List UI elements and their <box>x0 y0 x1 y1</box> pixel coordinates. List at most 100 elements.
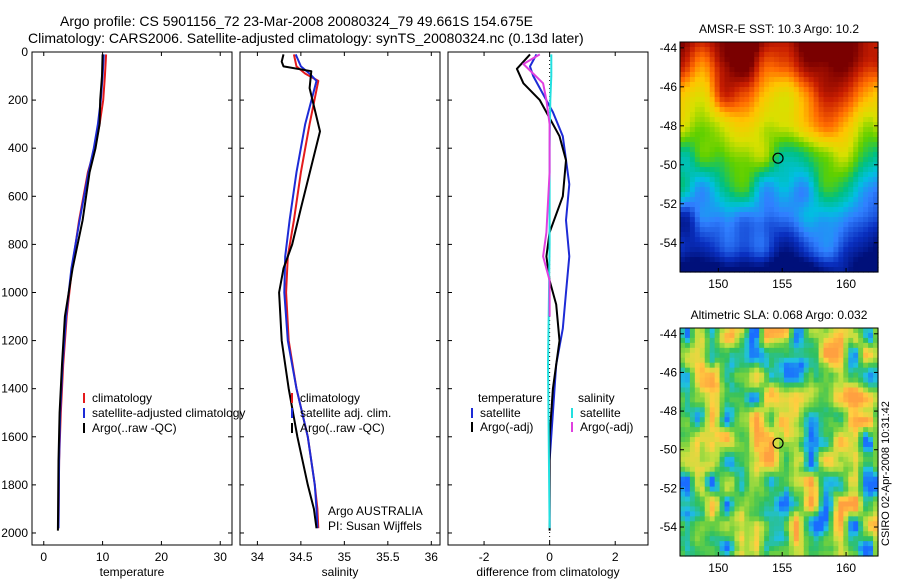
sst-heatmap-cell <box>759 177 765 183</box>
sst-heatmap-cell <box>853 262 859 268</box>
sst-heatmap-cell <box>689 97 696 103</box>
sla-heatmap-cell <box>759 481 765 488</box>
sst-heatmap-cell <box>823 117 830 123</box>
sla-heatmap-cell <box>779 476 785 483</box>
sst-heatmap-cell <box>828 197 835 203</box>
sst-heatmap-cell <box>873 72 879 78</box>
sst-heatmap-cell <box>714 187 721 193</box>
sla-heatmap-cell <box>779 541 785 547</box>
sla-heatmap-cell <box>754 437 760 443</box>
sla-heatmap-cell <box>709 392 716 398</box>
sst-heatmap-cell <box>699 222 706 228</box>
sst-heatmap-cell <box>744 167 750 173</box>
sst-heatmap-cell <box>704 62 711 68</box>
sla-heatmap-cell <box>769 337 775 344</box>
sla-heatmap-cell <box>788 451 795 458</box>
sst-heatmap-cell <box>793 142 800 148</box>
sst-heatmap-cell <box>813 47 820 53</box>
sst-heatmap-cell <box>754 182 760 188</box>
sst-heatmap-cell <box>838 102 844 108</box>
sla-heatmap-cell <box>719 402 726 408</box>
sst-heatmap-cell <box>823 52 830 58</box>
sst-heatmap-cell <box>848 167 854 173</box>
sst-heatmap-cell <box>833 42 839 48</box>
sla-heatmap-cell <box>724 392 731 398</box>
sst-heatmap-cell <box>714 167 721 173</box>
sla-heatmap-cell <box>783 347 790 354</box>
sst-heatmap-cell <box>858 147 864 153</box>
sla-heatmap-cell <box>744 437 750 443</box>
sst-heatmap-cell <box>759 52 765 58</box>
sla-heatmap-cell <box>689 397 696 403</box>
sst-heatmap-cell <box>779 197 785 203</box>
sst-heatmap-cell <box>848 97 854 103</box>
sst-heatmap-cell <box>813 42 820 48</box>
sla-heatmap-cell <box>833 511 839 517</box>
sla-heatmap-cell <box>739 471 745 478</box>
sst-heatmap-cell <box>863 222 869 228</box>
sst-heatmap-cell <box>699 147 706 153</box>
sst-heatmap-cell <box>779 92 785 98</box>
sst-heatmap-cell <box>714 82 721 88</box>
sla-heatmap-cell <box>803 382 810 389</box>
sst-heatmap-cell <box>684 107 691 113</box>
sla-heatmap-cell <box>774 337 780 344</box>
sst-heatmap-cell <box>868 122 874 128</box>
sla-heatmap-cell <box>858 531 864 537</box>
sla-heatmap-cell <box>729 471 736 478</box>
sla-heatmap-cell <box>828 486 835 493</box>
sst-heatmap-cell <box>744 207 750 213</box>
sst-heatmap-cell <box>749 252 755 258</box>
sst-heatmap-cell <box>788 52 795 58</box>
sst-heatmap-cell <box>749 142 755 148</box>
sst-heatmap-cell <box>709 72 716 78</box>
sst-heatmap-cell <box>848 237 854 243</box>
sla-heatmap-cell <box>779 412 785 418</box>
sst-heatmap-cell <box>694 122 701 128</box>
sla-heatmap-cell <box>793 461 800 468</box>
sla-heatmap-cell <box>779 347 785 354</box>
sla-heatmap-cell <box>699 501 706 508</box>
sla-heatmap-cell <box>719 412 726 418</box>
sla-heatmap-cell <box>764 382 770 389</box>
sla-heatmap-cell <box>813 412 820 418</box>
salinity-legend-label-black: Argo(..raw -QC) <box>300 421 385 435</box>
sla-heatmap-cell <box>734 432 740 438</box>
sla-heatmap-cell <box>838 442 844 448</box>
sst-heatmap-cell <box>788 192 795 198</box>
sst-heatmap-cell <box>694 157 701 163</box>
sst-heatmap-cell <box>709 192 716 198</box>
sla-heatmap-cell <box>749 541 755 547</box>
sst-heatmap-cell <box>843 192 849 198</box>
sst-heatmap-cell <box>798 147 805 153</box>
sst-heatmap-cell <box>699 77 706 83</box>
sla-heatmap-cell <box>729 516 736 522</box>
sla-heatmap-cell <box>744 422 750 428</box>
sla-heatmap-cell <box>779 471 785 478</box>
sst-heatmap-cell <box>843 97 849 103</box>
sst-heatmap-cell <box>719 202 726 208</box>
sla-heatmap-cell <box>848 456 854 463</box>
sla-heatmap-cell <box>684 466 691 473</box>
sst-heatmap-cell <box>853 107 859 113</box>
sla-heatmap-cell <box>729 551 736 557</box>
sst-heatmap-cell <box>754 252 760 258</box>
sla-heatmap-cell <box>774 367 780 374</box>
sla-heatmap-cell <box>684 342 691 349</box>
sst-heatmap-cell <box>724 207 731 213</box>
sst-heatmap-cell <box>714 182 721 188</box>
sst-heatmap-cell <box>813 167 820 173</box>
sla-heatmap-cell <box>818 541 825 547</box>
sst-heatmap-cell <box>704 142 711 148</box>
sla-heatmap-cell <box>848 442 854 448</box>
sla-heatmap-cell <box>694 501 701 508</box>
sla-heatmap-cell <box>694 506 701 512</box>
sla-heatmap-cell <box>719 451 726 458</box>
sst-heatmap-cell <box>868 87 874 93</box>
sla-heatmap-cell <box>863 442 869 448</box>
sst-heatmap-cell <box>858 222 864 228</box>
sla-heatmap-cell <box>823 521 830 527</box>
sst-heatmap-cell <box>833 202 839 208</box>
sla-heatmap-cell <box>774 427 780 433</box>
sst-heatmap-cell <box>764 77 770 83</box>
